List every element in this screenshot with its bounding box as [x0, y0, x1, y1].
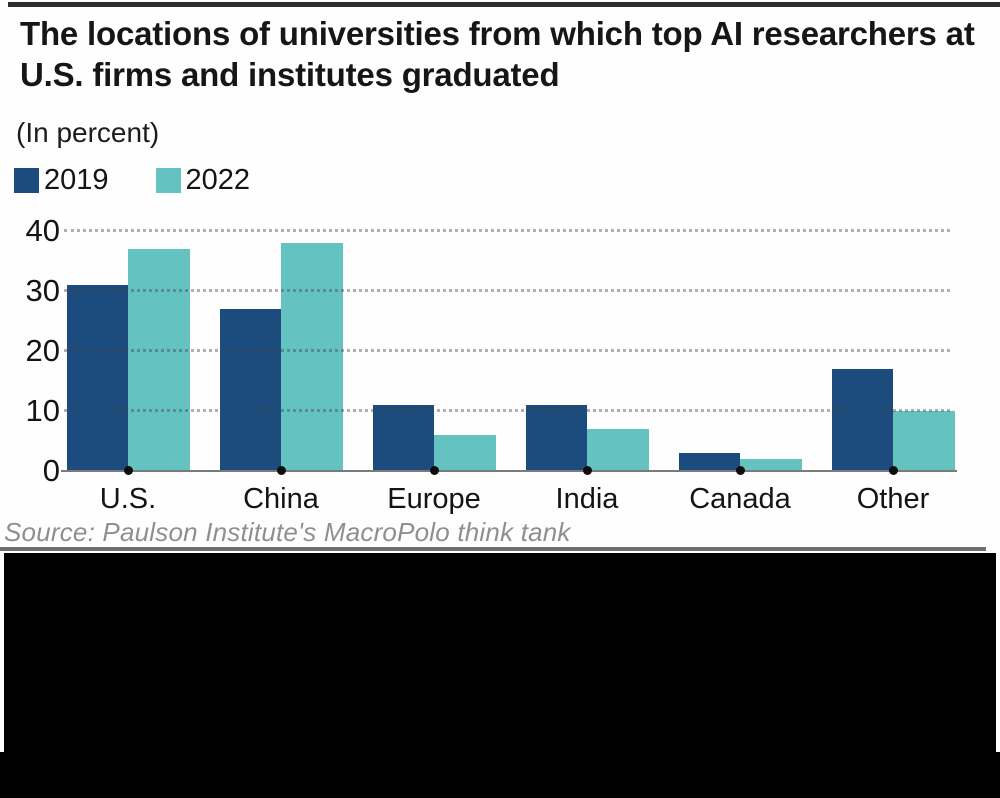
legend-item-2019: 2019	[14, 164, 109, 197]
y-axis-tick-label-30: 30	[25, 272, 60, 308]
legend-label: 2022	[185, 164, 251, 196]
axis-tick-dot	[123, 466, 133, 475]
y-axis-tick-label-20: 20	[25, 332, 60, 368]
legend-item-2022: 2022	[155, 164, 251, 197]
gridline-30	[64, 289, 950, 292]
y-axis-tick-label-0: 0	[42, 452, 60, 488]
divider-rule	[0, 547, 986, 551]
chart-title: The locations of universities from which…	[20, 15, 975, 93]
x-axis-line	[61, 469, 957, 472]
y-axis-tick-label-40: 40	[25, 212, 60, 248]
chart-legend: 2019 2022	[14, 164, 250, 197]
x-axis-label-canada: Canada	[689, 482, 791, 515]
axis-tick-dot	[735, 466, 745, 475]
legend-swatch-2022	[155, 168, 181, 193]
legend-swatch-2019	[14, 168, 39, 193]
bar-2019-china	[219, 308, 281, 471]
bar-2019-other	[831, 368, 893, 471]
axis-tick-dot	[276, 466, 286, 475]
bar-2019-india	[525, 404, 587, 471]
chart-subtitle: (In percent)	[16, 117, 160, 148]
x-axis-label-china: China	[243, 482, 319, 515]
x-axis-label-india: India	[555, 482, 619, 515]
bar-2019-us	[66, 284, 128, 471]
source-credit: Source: Paulson Institute's MacroPolo th…	[4, 517, 571, 547]
bottom-black-panel-extension	[0, 752, 1000, 798]
x-axis-label-us: U.S.	[99, 482, 157, 515]
y-axis-tick-label-10: 10	[25, 392, 60, 428]
axis-tick-dot	[582, 466, 592, 475]
x-axis-label-other: Other	[856, 482, 930, 515]
gridline-40	[64, 229, 950, 232]
bar-2022-other	[893, 410, 955, 471]
bar-2019-europe	[372, 404, 434, 471]
bar-2022-europe	[434, 434, 496, 471]
bar-2022-india	[587, 428, 649, 471]
top-border-strip	[8, 2, 1000, 7]
bar-2022-canada	[740, 458, 802, 471]
gridline-10	[64, 409, 950, 412]
legend-label: 2019	[44, 164, 109, 196]
bar-2022-us	[128, 248, 190, 471]
bar-2022-china	[281, 242, 343, 471]
gridline-20	[64, 349, 950, 352]
x-axis-label-europe: Europe	[387, 482, 481, 515]
axis-tick-dot	[429, 466, 439, 475]
axis-tick-dot	[888, 466, 898, 475]
bar-2019-canada	[678, 452, 740, 471]
